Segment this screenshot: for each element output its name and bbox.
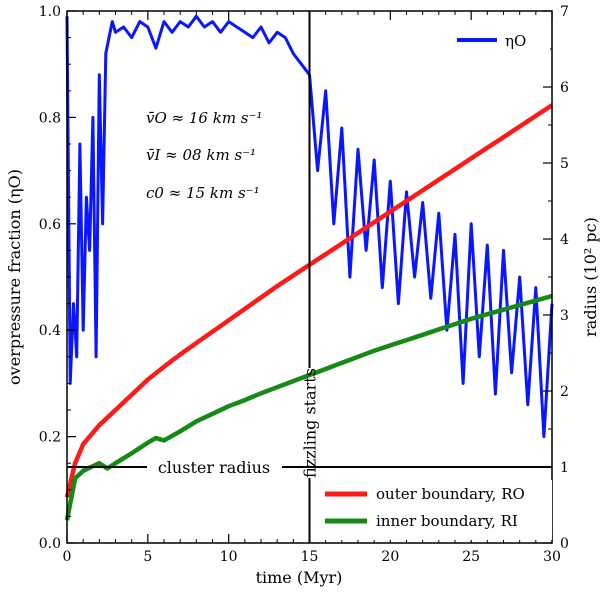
y-right-tick-label: 7: [560, 4, 569, 20]
y-left-tick-label: 0.8: [39, 110, 61, 126]
series-line-eta-o: [65, 14, 554, 439]
x-tick-label: 20: [381, 549, 399, 565]
reference-lines: cluster radius fizzling starts: [67, 11, 552, 543]
y-right-tick-label: 1: [560, 460, 569, 476]
y-right-tick-label: 0: [560, 536, 569, 552]
y-left-tick-label: 0.4: [39, 323, 61, 339]
series-line-outer-boundary: [64, 103, 554, 498]
y-left-tick-label: 0.6: [39, 217, 61, 233]
legend-eta-label: ηO: [505, 32, 526, 50]
y-axis-label-right: radius (10² pc): [581, 217, 600, 337]
annotation-v-outer: v̄O ≈ 16 km s⁻¹: [146, 109, 262, 127]
x-tick-label: 5: [143, 549, 152, 565]
fizzling-label: fizzling starts: [301, 368, 320, 478]
series-line-inner-boundary: [64, 293, 553, 521]
y-left-tick-label: 0.2: [39, 430, 61, 446]
legend-bottom-frame: [320, 480, 552, 540]
legend-bottom: outer boundary, RO inner boundary, RI: [320, 480, 552, 540]
y-axis-label-left: overpressure fraction (ηO): [5, 169, 24, 385]
legend-top: ηO: [450, 26, 550, 56]
x-axis-label: time (Myr): [256, 568, 343, 587]
y-right-tick-label: 5: [560, 156, 569, 172]
x-tick-label: 25: [462, 549, 480, 565]
x-tick-label: 30: [543, 549, 561, 565]
plot-area: [64, 14, 554, 521]
cluster-radius-label: cluster radius: [158, 458, 270, 477]
y-right-tick-label: 2: [560, 384, 569, 400]
annotation-v-inner: v̄I ≈ 08 km s⁻¹: [146, 146, 256, 164]
y-left-tick-label: 0.0: [39, 536, 61, 552]
y-right-tick-label: 6: [560, 80, 569, 96]
x-tick-label: 0: [63, 549, 72, 565]
x-tick-label: 10: [220, 549, 238, 565]
annotation-c0: c0 ≈ 15 km s⁻¹: [146, 184, 260, 202]
y-left-tick-label: 1.0: [39, 4, 61, 20]
y-right-tick-label: 3: [560, 308, 569, 324]
legend-inner-label: inner boundary, RI: [376, 512, 518, 530]
x-tick-label: 15: [301, 549, 319, 565]
legend-outer-label: outer boundary, RO: [376, 485, 525, 503]
y-right-tick-label: 4: [560, 232, 569, 248]
